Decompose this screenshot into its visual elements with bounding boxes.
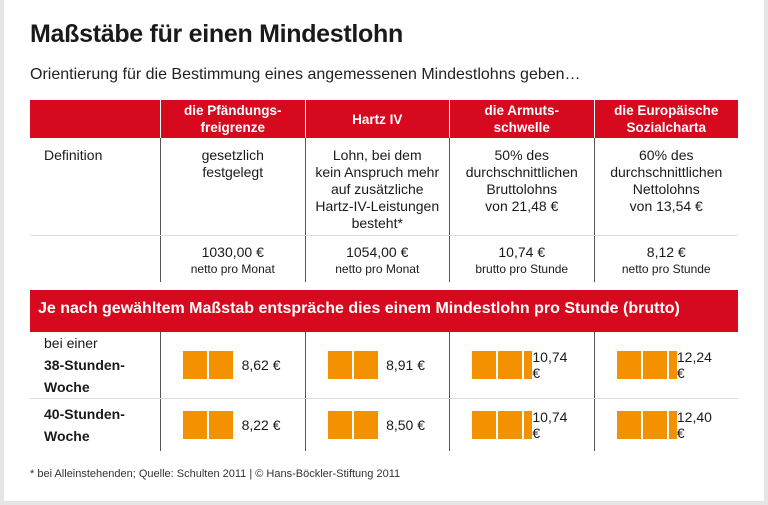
bar-value-label: 8,62 € [241,357,281,373]
bar [183,411,233,439]
bar-value-label: 10,74 € [532,409,568,441]
value-label-empty [30,236,160,282]
definition-cell: 50% des durchschnittlichen Bruttolohns v… [449,138,594,235]
bar-cell: 8,91 € [304,332,450,398]
bar-value-label: 12,40 € [676,409,712,441]
value-cell: 10,74 € brutto pro Stunde [449,236,594,282]
bar [327,411,378,439]
bar-cell: 12,40 € [593,399,739,451]
header-empty [30,100,160,138]
bar-value-label: 10,74 € [532,349,568,381]
value-row: 1030,00 € netto pro Monat 1054,00 € netto … [30,236,738,282]
bar-value-label: 8,50 € [386,417,425,433]
value-unit: netto pro Stunde [621,262,711,276]
value-amount: 1030,00 € [201,244,264,260]
column-header-row: die Pfändungs- freigrenze Hartz IV die A… [30,100,738,138]
bar-value-label: 8,22 € [241,417,281,433]
subtitle: Orientierung für die Bestimmung eines an… [30,66,581,83]
bar-cell: 10,74 € [449,399,594,451]
bar [472,411,533,439]
bar-cell: 10,74 € [449,332,594,398]
value-cell: 1030,00 € netto pro Monat [160,236,305,282]
divider [30,235,738,236]
bar [472,351,533,379]
value-cell: 8,12 € netto pro Stunde [593,236,739,282]
definition-cell: 60% des durchschnittlichen Nettolohns vo… [593,138,739,235]
bar [616,411,677,439]
bar-cell: 8,22 € [160,399,305,451]
week-40-row: 40-Stunden- Woche 8,22 € 8,50 € 10,74 € 12,… [30,399,738,451]
footnote: * bei Alleinstehenden; Quelle: Schulten … [30,468,401,480]
column-header: die Europäische Sozialcharta [593,100,739,138]
page-title: Maßstäbe für einen Mindestlohn [30,20,403,48]
bar [183,351,233,379]
bar-value-label: 8,91 € [386,357,425,373]
row-label-bold: 40-Stunden- Woche [44,406,125,444]
row-label-bold: 38-Stunden- Woche [44,357,125,395]
value-unit: netto pro Monat [335,262,420,276]
value-unit: netto pro Monat [190,262,275,276]
value-unit: brutto pro Stunde [475,262,569,276]
bar-cell: 8,50 € [304,399,450,451]
column-header: die Pfändungs- freigrenze [160,100,305,138]
bar-cell: 8,62 € [160,332,305,398]
bar-cell: 12,24 € [593,332,739,398]
column-header: die Armuts- schwelle [449,100,594,138]
definition-label: Definition [44,147,103,163]
row-label: 40-Stunden- Woche [30,399,160,451]
value-cell: 1054,00 € netto pro Monat [304,236,450,282]
divider [30,398,738,399]
bar [616,351,677,379]
definition-cell: Lohn, bei dem kein Anspruch mehr auf zus… [304,138,450,235]
value-amount: 8,12 € [646,244,686,260]
row-label-prefix: bei einer [44,335,98,351]
bar-value-label: 12,24 € [676,349,712,381]
definition-cell: gesetzlich festgelegt [160,138,305,235]
result-banner: Je nach gewähltem Maßstab entspräche die… [30,290,738,332]
value-amount: 1054,00 € [346,244,409,260]
value-amount: 10,74 € [498,244,546,260]
week-38-row: bei einer 38-Stunden- Woche 8,62 € 8,91 € 1… [30,332,738,398]
bar [327,351,378,379]
definition-row: Definition gesetzlich festgelegt Lohn, b… [30,138,738,235]
column-header: Hartz IV [304,100,450,138]
row-label: bei einer 38-Stunden- Woche [30,332,160,398]
